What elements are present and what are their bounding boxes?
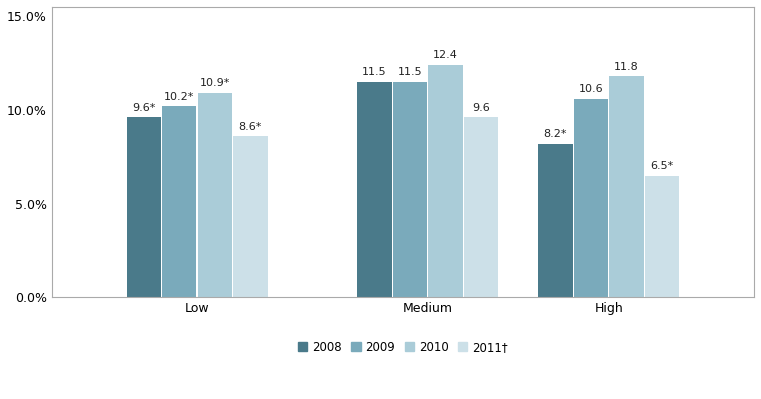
Text: 10.2*: 10.2*: [164, 91, 194, 101]
Text: 11.5: 11.5: [362, 67, 387, 77]
Bar: [574, 99, 608, 297]
Text: 8.6*: 8.6*: [239, 122, 262, 132]
Text: 11.8: 11.8: [614, 61, 639, 71]
Text: 11.5: 11.5: [398, 67, 422, 77]
Bar: [162, 106, 196, 297]
Bar: [198, 93, 232, 297]
Bar: [358, 82, 392, 297]
Text: 12.4: 12.4: [433, 50, 458, 60]
Text: 6.5*: 6.5*: [651, 161, 673, 171]
Bar: [610, 76, 644, 297]
Legend: 2008, 2009, 2010, 2011†: 2008, 2009, 2010, 2011†: [298, 341, 508, 354]
Text: 10.9*: 10.9*: [199, 79, 230, 89]
Bar: [428, 65, 463, 297]
Bar: [645, 176, 680, 297]
Bar: [126, 117, 161, 297]
Bar: [464, 117, 498, 297]
Bar: [538, 144, 572, 297]
Bar: [393, 82, 427, 297]
Text: 9.6*: 9.6*: [132, 103, 155, 113]
Text: 10.6: 10.6: [578, 84, 603, 94]
Text: 8.2*: 8.2*: [543, 129, 567, 139]
Bar: [233, 136, 268, 297]
Text: 9.6: 9.6: [473, 103, 490, 113]
